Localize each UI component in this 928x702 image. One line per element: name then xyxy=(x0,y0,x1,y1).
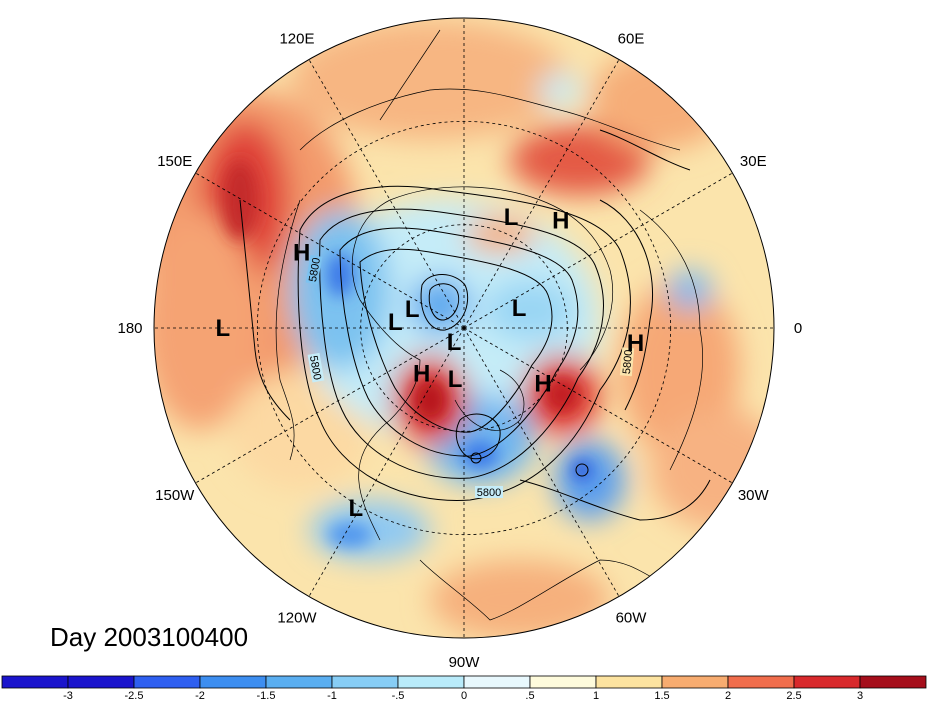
colorbar-swatch xyxy=(529,675,597,689)
colorbar-swatch xyxy=(793,675,861,689)
longitude-label: 60W xyxy=(616,609,648,626)
meridian-line xyxy=(463,59,620,329)
colorbar-swatch xyxy=(595,675,663,689)
meridian-line xyxy=(308,59,465,329)
longitude-label: 30E xyxy=(740,153,767,170)
low-pressure-marker: L xyxy=(405,296,420,323)
contour-label: 5800 xyxy=(621,349,635,374)
meridian-line xyxy=(463,327,733,484)
longitude-label: 180 xyxy=(117,320,142,337)
contour-label: 5800 xyxy=(307,257,323,283)
colorbar-swatch xyxy=(265,675,333,689)
low-pressure-marker: L xyxy=(447,329,462,356)
map-title: Day 2003100400 xyxy=(50,622,248,652)
longitude-label: 150W xyxy=(155,487,195,504)
longitude-label: 60E xyxy=(618,31,645,48)
low-pressure-marker: L xyxy=(448,366,463,393)
meridian-line xyxy=(463,327,620,597)
meridian-line xyxy=(195,327,465,484)
high-pressure-marker: H xyxy=(293,239,310,266)
colorbar-tick-label: 2 xyxy=(725,690,731,702)
map-boundary xyxy=(153,17,775,639)
anomaly-field xyxy=(154,18,774,638)
longitude-labels: 90E 60E 30E 0 30W 60W 90W 120W 150W 180 150E 120E xyxy=(117,0,802,671)
low-pressure-marker: L xyxy=(512,295,527,322)
colorbar-swatch xyxy=(859,675,927,689)
colorbar-swatch xyxy=(397,675,465,689)
colorbar-tick-label: 1.5 xyxy=(654,690,669,702)
longitude-label: 120E xyxy=(279,31,314,48)
high-pressure-marker: H xyxy=(627,330,644,357)
colorbar-tick-label: -.5 xyxy=(392,690,405,702)
colorbar-swatch xyxy=(67,675,135,689)
colorbar-swatch xyxy=(727,675,795,689)
low-pressure-marker: L xyxy=(216,315,231,342)
colorbar-swatch xyxy=(331,675,399,689)
colorbar-tick-label: 3 xyxy=(857,690,863,702)
colorbar-tick-label: -1.5 xyxy=(257,690,276,702)
contour-labels: 5800 5800 5800 5800 xyxy=(305,254,635,499)
high-pressure-marker: H xyxy=(413,360,430,387)
contour-label: 5800 xyxy=(477,487,501,499)
meridian-line xyxy=(463,172,733,329)
contour-label: 5800 xyxy=(307,355,323,381)
colorbar-swatch xyxy=(199,675,267,689)
high-pressure-marker: H xyxy=(552,207,569,234)
longitude-label: 30W xyxy=(738,487,770,504)
colorbar-tick-label: 1 xyxy=(593,690,599,702)
low-pressure-marker: L xyxy=(388,309,403,336)
high-pressure-marker: H xyxy=(534,370,551,397)
colorbar-tick-label: -3 xyxy=(63,690,73,702)
graticule xyxy=(154,18,774,638)
colorbar-tick-label: 0 xyxy=(461,690,467,702)
colorbar-tick-label: -2.5 xyxy=(125,690,144,702)
meridian-line xyxy=(195,172,465,329)
longitude-label: 0 xyxy=(794,320,802,337)
colorbar-swatch xyxy=(133,675,201,689)
longitude-label: 120W xyxy=(277,609,317,626)
colorbar-tick-label: 2.5 xyxy=(786,690,801,702)
colorbar-swatch xyxy=(661,675,729,689)
colorbar-tick-label: -1 xyxy=(327,690,337,702)
longitude-label: 150E xyxy=(157,153,192,170)
colorbar-swatch xyxy=(463,675,531,689)
height-contours xyxy=(239,129,711,521)
colorbar-tick-label: -2 xyxy=(195,690,205,702)
longitude-label: 90E xyxy=(451,0,478,3)
meridian-line xyxy=(308,327,465,597)
low-pressure-marker: L xyxy=(504,204,519,231)
colorbar-swatch xyxy=(1,675,69,689)
colorbar-tick-label: .5 xyxy=(525,690,534,702)
longitude-label: 90W xyxy=(449,654,481,671)
low-pressure-marker: L xyxy=(348,495,363,522)
colorbar: -3 -2.5 -2 -1.5 -1 -.5 0 .5 1 1.5 2 2.5 3 xyxy=(1,675,927,702)
